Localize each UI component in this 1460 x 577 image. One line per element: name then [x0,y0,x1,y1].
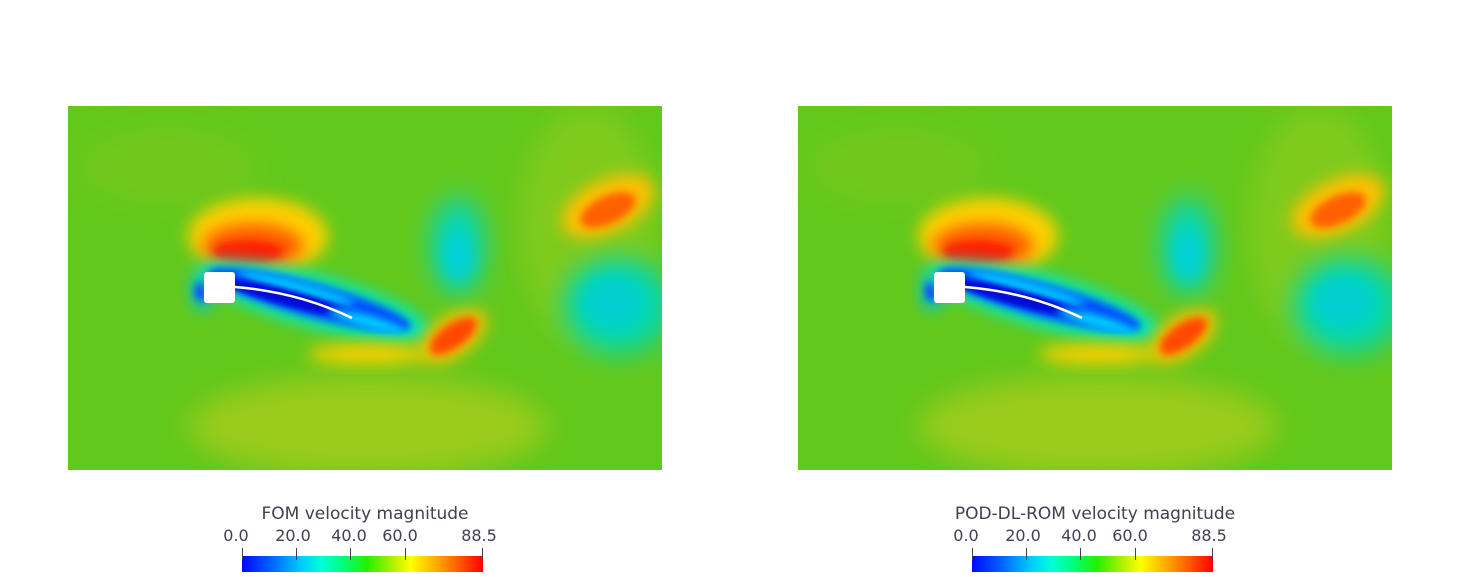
colorbar-tick: 0.0 [223,526,249,545]
colorbar-title: FOM velocity magnitude [261,504,469,524]
colorbar-tick: 88.5 [1191,526,1227,545]
colorbar-tick-mark [1080,548,1081,560]
fom-colorbar: FOM velocity magnitude 0.0 20.0 40.0 60.… [215,500,515,577]
colorbar-tick-mark [482,548,483,560]
colorbar-tick-mark [972,548,973,560]
colorbar-tick-mark [1026,548,1027,560]
colorbar-tick: 20.0 [275,526,311,545]
flap-line [964,285,1083,320]
rom-velocity-field [798,106,1392,470]
obstacle-square [934,272,965,303]
colorbar-tick-mark [1212,548,1213,560]
colorbar-tick: 40.0 [331,526,367,545]
colorbar-tick: 60.0 [1112,526,1148,545]
colorbar-tick-mark [1135,548,1136,560]
rom-colorbar: POD-DL-ROM velocity magnitude 0.0 20.0 4… [945,500,1245,577]
fom-panel: FOM velocity magnitude 0.0 20.0 40.0 60.… [68,106,662,577]
colorbar-tick-mark [405,548,406,560]
colorbar-tick: 0.0 [953,526,979,545]
obstacle-square [204,272,235,303]
colorbar-tick: 88.5 [461,526,497,545]
colorbar-tick-mark [296,548,297,560]
fom-velocity-field [68,106,662,470]
colorbar-title: POD-DL-ROM velocity magnitude [954,504,1236,524]
colorbar-tick: 20.0 [1005,526,1041,545]
rom-panel: POD-DL-ROM velocity magnitude 0.0 20.0 4… [730,0,1460,577]
colorbar-gradient [972,556,1213,572]
colorbar-gradient [242,556,483,572]
flap-line [234,285,353,320]
colorbar-tick-mark [242,548,243,560]
colorbar-tick: 40.0 [1061,526,1097,545]
colorbar-tick-mark [350,548,351,560]
colorbar-tick: 60.0 [382,526,418,545]
